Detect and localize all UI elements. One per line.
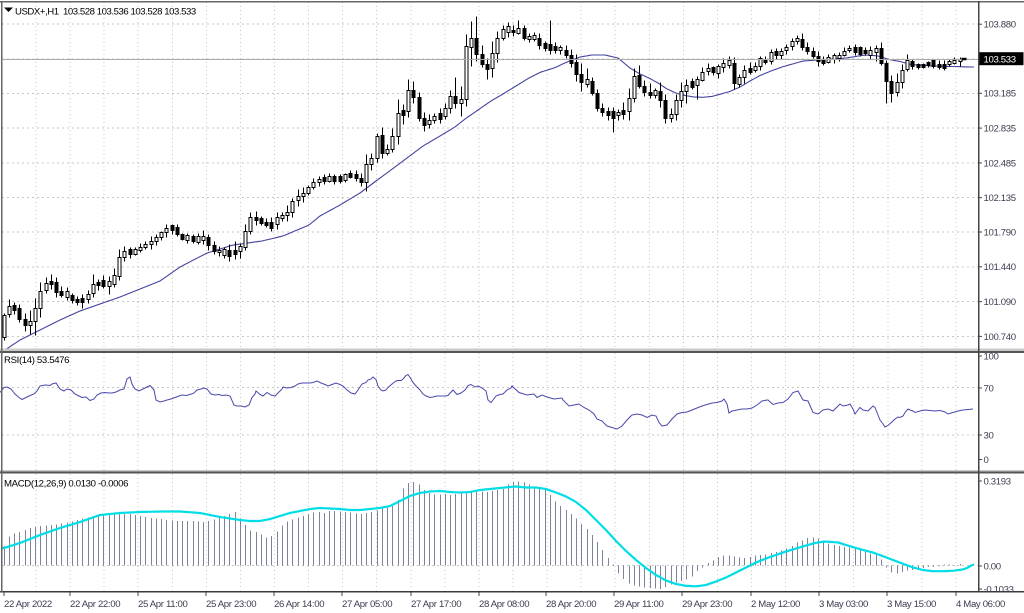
svg-text:22 Apr 2022: 22 Apr 2022 [4,599,52,610]
svg-text:100: 100 [984,351,999,362]
svg-text:103.185: 103.185 [984,89,1016,100]
svg-text:27 Apr 05:00: 27 Apr 05:00 [342,599,392,610]
svg-text:28 Apr 08:00: 28 Apr 08:00 [479,599,529,610]
svg-text:MACD(12,26,9) 0.0130 -0.0006: MACD(12,26,9) 0.0130 -0.0006 [4,479,128,490]
svg-text:27 Apr 17:00: 27 Apr 17:00 [411,599,461,610]
svg-text:3 May 15:00: 3 May 15:00 [887,599,936,610]
svg-text:102.835: 102.835 [984,124,1016,135]
svg-text:101.440: 101.440 [984,262,1016,273]
svg-text:0: 0 [984,455,989,466]
svg-text:100.740: 100.740 [984,332,1016,343]
svg-text:70: 70 [984,383,994,394]
svg-text:3 May 03:00: 3 May 03:00 [819,599,868,610]
svg-text:USDX+,H1 103.528 103.536 103.: USDX+,H1 103.528 103.536 103.528 103.533 [15,7,196,18]
svg-text:RSI(14) 53.5476: RSI(14) 53.5476 [4,355,69,366]
svg-text:29 Apr 23:00: 29 Apr 23:00 [682,599,732,610]
svg-text:103.880: 103.880 [984,20,1016,31]
svg-text:0.3193: 0.3193 [984,476,1011,487]
svg-text:0.00: 0.00 [984,561,1001,572]
svg-text:22 Apr 22:00: 22 Apr 22:00 [70,599,120,610]
svg-text:101.790: 101.790 [984,227,1016,238]
svg-text:28 Apr 20:00: 28 Apr 20:00 [546,599,596,610]
svg-text:29 Apr 11:00: 29 Apr 11:00 [614,599,664,610]
svg-text:101.090: 101.090 [984,297,1016,308]
svg-text:25 Apr 23:00: 25 Apr 23:00 [206,599,256,610]
svg-text:30: 30 [984,430,994,441]
svg-text:2 May 12:00: 2 May 12:00 [751,599,800,610]
svg-text:-0.1033: -0.1033 [984,584,1014,595]
svg-text:25 Apr 11:00: 25 Apr 11:00 [138,599,188,610]
svg-text:102.135: 102.135 [984,193,1016,204]
svg-text:26 Apr 14:00: 26 Apr 14:00 [274,599,324,610]
svg-text:102.485: 102.485 [984,158,1016,169]
svg-text:4 May 06:00: 4 May 06:00 [956,599,1005,610]
svg-text:103.533: 103.533 [984,55,1016,66]
